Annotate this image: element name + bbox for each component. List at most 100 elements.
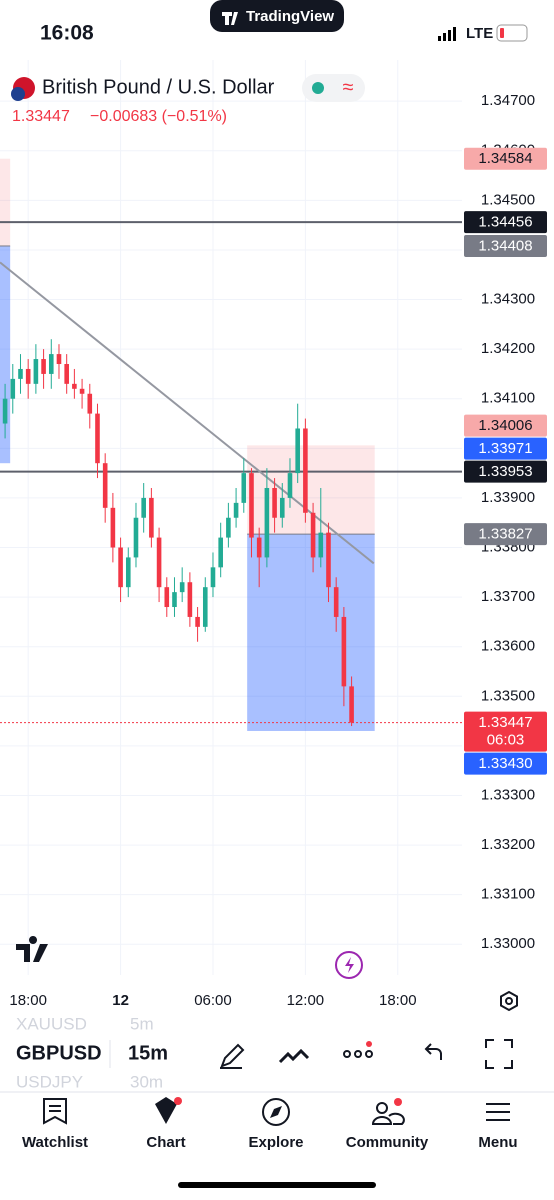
watchlist-icon[interactable] <box>43 1098 67 1125</box>
price-label: 1.33971 <box>478 440 532 457</box>
wave-icon: ≈ <box>343 76 354 98</box>
draw-tool[interactable] <box>220 1043 245 1069</box>
price-label: 1.33430 <box>478 755 532 772</box>
candle-body <box>102 463 108 508</box>
candle-body <box>349 686 354 723</box>
alert-icon <box>345 957 354 973</box>
candle-body <box>133 517 139 558</box>
candle-body <box>118 547 123 588</box>
x-tick-label: 18:00 <box>379 992 417 1009</box>
candle-body <box>149 497 154 538</box>
candle-body <box>187 582 193 617</box>
tab-label[interactable]: Watchlist <box>22 1134 88 1151</box>
candle-body <box>202 587 208 627</box>
settings-button[interactable] <box>500 990 518 1012</box>
price-label: 1.34456 <box>478 214 532 231</box>
price-label: 1.33953 <box>478 463 532 480</box>
y-tick-label: 1.33100 <box>481 886 535 903</box>
x-tick-label: 12 <box>112 992 129 1009</box>
price-label-box <box>464 711 547 752</box>
price-label: 1.34584 <box>478 150 532 167</box>
undo-button[interactable] <box>424 1043 442 1060</box>
price-label: 1.33447 <box>478 714 532 731</box>
line-tool[interactable] <box>278 1048 310 1064</box>
candle-body <box>72 383 77 389</box>
flag-icon <box>11 77 35 101</box>
explore-icon[interactable] <box>262 1098 290 1126</box>
candle-body <box>79 388 85 394</box>
risk-zone <box>0 158 11 246</box>
price-label-box <box>464 752 547 775</box>
candle-body <box>341 616 347 687</box>
price-label-box <box>464 460 547 483</box>
toolbar-symbol[interactable]: GBPUSD <box>16 1042 102 1064</box>
alert-button[interactable] <box>335 951 363 979</box>
y-tick-label: 1.34500 <box>481 191 535 208</box>
signal-icon <box>438 27 456 41</box>
candle-body <box>256 537 262 558</box>
reward-zone <box>247 534 375 731</box>
candle-body <box>164 587 170 608</box>
recent-interval[interactable]: 30m <box>130 1072 163 1091</box>
battery <box>496 24 528 42</box>
candle-body <box>310 512 316 558</box>
candle-body <box>95 413 100 464</box>
candle-body <box>10 378 16 399</box>
candle-body <box>333 587 339 617</box>
price-label: 1.34006 <box>478 417 532 434</box>
tab-label[interactable]: Explore <box>248 1134 303 1151</box>
fullscreen-button[interactable] <box>485 1039 513 1069</box>
price-label: 1.34408 <box>478 237 532 254</box>
candle-body <box>172 592 177 608</box>
price-label-box <box>464 234 547 257</box>
y-tick-label: 1.34200 <box>481 340 535 357</box>
y-tick-label: 1.34100 <box>481 390 535 407</box>
candle-body <box>18 368 23 379</box>
tab-label[interactable]: Community <box>346 1134 429 1151</box>
price-label-box <box>464 211 547 234</box>
candle-body <box>141 497 146 518</box>
y-tick-label: 1.33500 <box>481 687 535 704</box>
price-label-box <box>464 523 547 546</box>
chart-icon[interactable] <box>155 1097 177 1124</box>
candle-body <box>233 502 239 518</box>
symbol-name: British Pound / U.S. Dollar <box>42 76 275 98</box>
banner-pill <box>210 0 344 32</box>
banner-logo <box>222 12 238 25</box>
recent-interval[interactable]: 5m <box>130 1014 154 1033</box>
status-pill[interactable] <box>302 74 365 102</box>
battery-level <box>500 28 504 38</box>
tab-label[interactable]: Chart <box>146 1134 185 1151</box>
price-label-box <box>464 437 547 460</box>
y-tick-label: 1.34300 <box>481 291 535 308</box>
candle-body <box>41 359 46 374</box>
x-tick-label: 12:00 <box>287 992 325 1009</box>
price-label-box <box>464 147 547 170</box>
candle-body <box>272 487 277 518</box>
tab-label[interactable]: Menu <box>478 1134 517 1151</box>
recent-symbol[interactable]: XAUUSD <box>16 1014 87 1033</box>
price-countdown: 06:03 <box>487 732 525 749</box>
candle-body <box>303 428 308 513</box>
y-tick-label: 1.33200 <box>481 836 535 853</box>
candle-body <box>110 507 116 548</box>
candle-body <box>48 354 54 374</box>
last-price: 1.33447 <box>12 108 70 125</box>
candle-body <box>241 473 247 503</box>
candle-body <box>210 567 216 588</box>
banner-text: TradingView <box>246 8 334 25</box>
settings-icon <box>505 997 513 1005</box>
community-icon[interactable] <box>371 1098 405 1125</box>
candle-body <box>295 428 300 474</box>
more-tools[interactable] <box>343 1041 373 1058</box>
candle-body <box>87 393 93 414</box>
menu-icon[interactable] <box>486 1103 510 1121</box>
price-label-box <box>464 414 547 437</box>
recent-symbol[interactable]: USDJPY <box>16 1072 83 1091</box>
y-tick-label: 1.33300 <box>481 786 535 803</box>
toolbar-interval[interactable]: 15m <box>128 1042 168 1064</box>
candle-body <box>218 537 223 568</box>
network-label: LTE <box>466 25 493 42</box>
candle-body <box>64 364 69 384</box>
candle-body <box>195 616 200 627</box>
